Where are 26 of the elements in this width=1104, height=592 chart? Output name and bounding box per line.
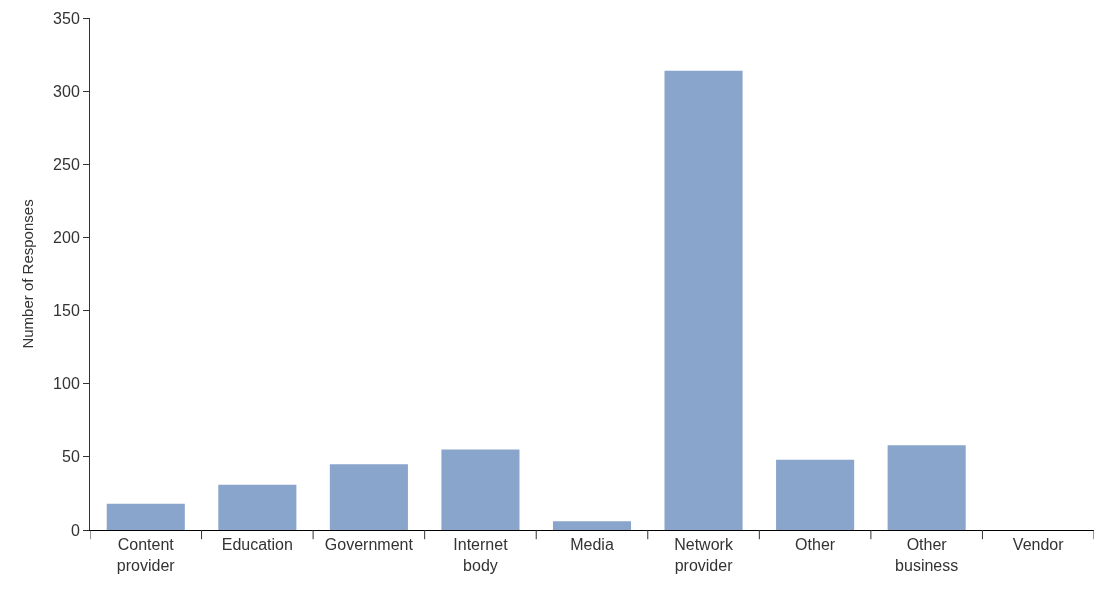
x-tick-label: Network provider [674, 536, 734, 574]
y-tick-label: 100 [53, 375, 80, 393]
y-tick-label: 200 [53, 229, 80, 247]
bar [218, 484, 297, 530]
bar [887, 445, 966, 530]
y-axis-title: Number of Responses [19, 199, 37, 349]
x-tick-label: Government [324, 536, 414, 554]
bar [329, 464, 408, 530]
bar [552, 521, 632, 530]
x-tick-label: Internet body [453, 536, 509, 574]
x-tick-label: Other business [895, 536, 959, 574]
y-tick-label: 350 [53, 9, 80, 27]
y-tick-label: 150 [53, 302, 80, 320]
bar [776, 459, 855, 530]
bar [664, 70, 743, 530]
bar [441, 449, 520, 530]
x-tick-label: Other [795, 536, 836, 554]
y-tick-label: 250 [53, 155, 80, 173]
x-tick-label: Education [221, 536, 293, 554]
x-tick-label: Vendor [1012, 536, 1065, 554]
y-tick-label: 0 [70, 521, 80, 539]
bar [106, 503, 185, 530]
x-tick-label: Content provider [116, 536, 176, 574]
y-tick-label: 50 [62, 448, 80, 466]
y-tick-label: 300 [53, 82, 80, 100]
x-tick-label: Media [570, 536, 614, 554]
